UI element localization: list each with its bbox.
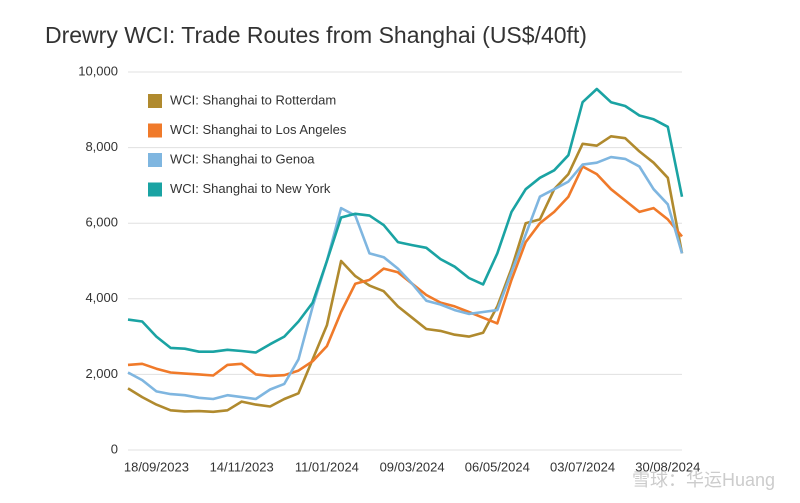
- x-tick-label: 18/09/2023: [124, 459, 189, 474]
- series-line: [127, 87, 684, 354]
- x-tick-label: 03/07/2024: [550, 459, 615, 474]
- x-tick-label: 14/11/2023: [210, 459, 274, 474]
- series-line: [127, 155, 684, 401]
- y-tick-label: 0: [111, 441, 118, 456]
- y-tick-label: 2,000: [85, 366, 118, 381]
- x-tick-label: 06/05/2024: [465, 459, 530, 474]
- legend-swatch: [148, 94, 162, 108]
- x-tick-label: 30/08/2024: [635, 459, 700, 474]
- legend-swatch: [148, 153, 162, 167]
- legend-label: WCI: Shanghai to Rotterdam: [170, 92, 336, 107]
- legend-label: WCI: Shanghai to New York: [170, 181, 331, 196]
- y-tick-label: 4,000: [85, 290, 118, 305]
- y-tick-label: 10,000: [78, 63, 118, 78]
- x-tick-label: 11/01/2024: [295, 459, 359, 474]
- series-line: [127, 165, 683, 378]
- legend-label: WCI: Shanghai to Genoa: [170, 151, 315, 166]
- legend-swatch: [148, 182, 162, 197]
- legend-swatch: [148, 123, 162, 138]
- series-line: [127, 135, 684, 414]
- chart-title: Drewry WCI: Trade Routes from Shanghai (…: [45, 22, 587, 48]
- y-tick-label: 6,000: [85, 215, 118, 230]
- y-tick-label: 8,000: [85, 139, 118, 154]
- watermark: 雪球：华运Huang: [632, 470, 775, 490]
- x-tick-label: 09/03/2024: [380, 459, 445, 474]
- legend-label: WCI: Shanghai to Los Angeles: [170, 122, 347, 137]
